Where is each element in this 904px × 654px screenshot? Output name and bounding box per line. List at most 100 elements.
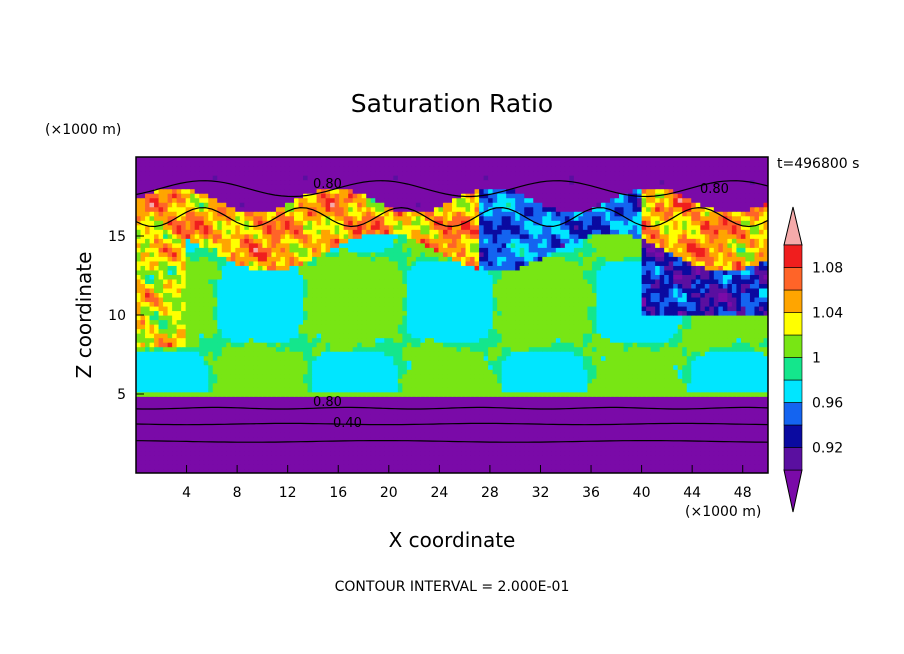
field-cell [248, 369, 254, 375]
field-cell [470, 391, 476, 397]
field-cell [172, 382, 178, 388]
field-cell [194, 333, 200, 339]
field-cell [551, 400, 557, 406]
field-cell [244, 351, 250, 357]
field-cell [519, 315, 525, 321]
field-cell [176, 400, 182, 406]
field-cell [573, 324, 579, 330]
field-cell [280, 396, 286, 402]
field-cell [375, 468, 381, 473]
field-cell [330, 324, 336, 330]
field-cell [424, 427, 431, 433]
field-cell [740, 364, 747, 370]
field-cell [325, 387, 331, 393]
field-cell [343, 463, 349, 470]
field-cell [605, 382, 611, 388]
field-cell [145, 400, 151, 406]
field-cell [537, 427, 543, 433]
field-cell [375, 409, 381, 415]
field-cell [605, 400, 611, 406]
field-cell [745, 346, 751, 352]
field-cell [375, 391, 381, 397]
field-cell [713, 360, 719, 366]
field-cell [619, 315, 625, 321]
field-cell [641, 459, 647, 465]
field-cell [397, 396, 403, 402]
field-cell [442, 454, 449, 461]
field-cell [709, 423, 715, 429]
field-cell [307, 468, 313, 473]
field-cell [587, 414, 593, 420]
field-cell [628, 373, 634, 379]
field-cell [424, 459, 431, 465]
field-cell [691, 450, 697, 456]
field-cell [190, 409, 196, 415]
field-cell [700, 319, 706, 325]
field-cell [388, 423, 394, 429]
field-cell [298, 328, 304, 334]
field-cell [650, 400, 656, 406]
field-cell [429, 450, 435, 456]
field-cell [614, 459, 620, 465]
field-cell [379, 445, 385, 452]
field-cell [686, 333, 692, 339]
field-cell [158, 409, 164, 415]
field-cell [330, 333, 336, 339]
field-cell [294, 445, 300, 452]
field-cell [357, 418, 363, 424]
field-cell [763, 328, 768, 334]
field-cell [700, 459, 706, 465]
field-cell [749, 445, 756, 452]
field-cell [158, 315, 164, 321]
field-cell [321, 454, 327, 461]
field-cell [456, 468, 462, 473]
field-cell [506, 454, 512, 461]
field-cell [447, 369, 453, 375]
field-cell [488, 360, 494, 366]
field-cell [176, 414, 182, 420]
field-cell [366, 391, 372, 397]
field-cell [357, 423, 363, 429]
field-cell [659, 463, 665, 470]
field-cell [664, 333, 670, 339]
field-cell [415, 423, 421, 429]
field-cell [239, 382, 245, 388]
field-cell [411, 396, 417, 402]
field-cell [745, 445, 751, 452]
field-cell [230, 409, 236, 415]
field-cell [569, 369, 575, 375]
field-cell [646, 409, 652, 415]
field-cell [619, 351, 625, 357]
field-cell [637, 342, 643, 348]
field-cell [343, 450, 349, 456]
field-cell [145, 369, 151, 375]
field-cell [433, 387, 440, 393]
field-cell [257, 391, 263, 397]
field-cell [731, 450, 737, 456]
field-cell [479, 310, 485, 316]
field-cell [578, 427, 584, 433]
field-cell [749, 387, 756, 393]
field-cell [510, 423, 516, 429]
field-cell [740, 378, 747, 384]
field-cell [600, 387, 607, 393]
field-cell [158, 391, 164, 397]
field-cell [596, 337, 602, 343]
field-cell [546, 351, 552, 357]
field-cell [731, 342, 737, 348]
field-cell [763, 400, 768, 406]
field-cell [461, 418, 467, 424]
field-cell [758, 378, 765, 384]
field-cell [194, 427, 200, 433]
field-cell [199, 315, 205, 321]
field-cell [758, 346, 765, 352]
field-cell [366, 360, 372, 366]
field-cell [664, 387, 670, 393]
field-cell [375, 454, 381, 461]
field-cell [551, 310, 557, 316]
field-cell [474, 400, 480, 406]
field-cell [605, 418, 611, 424]
field-cell [713, 396, 719, 402]
field-cell [411, 418, 417, 424]
field-cell [646, 364, 652, 370]
